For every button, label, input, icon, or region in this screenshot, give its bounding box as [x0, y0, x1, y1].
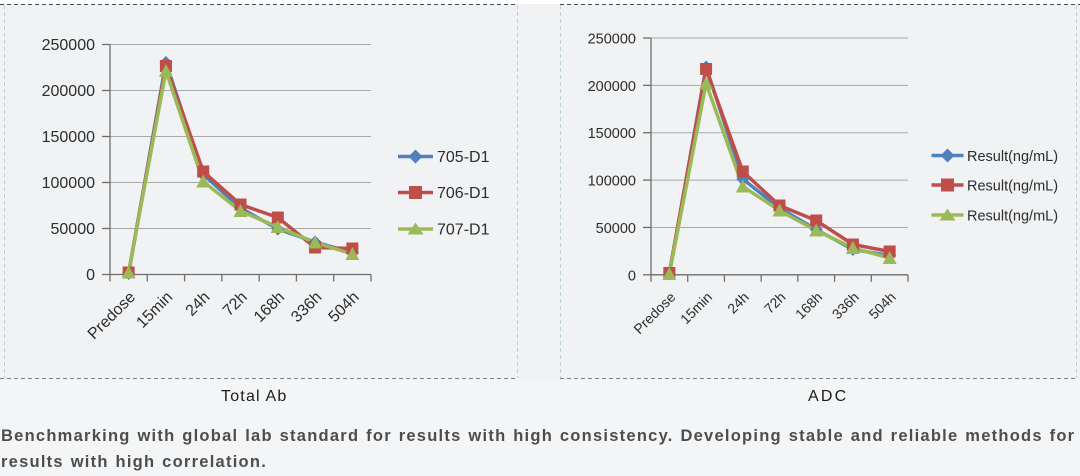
svg-text:705-D1: 705-D1	[437, 149, 490, 166]
svg-text:15min: 15min	[677, 289, 715, 327]
svg-text:100000: 100000	[42, 175, 95, 192]
svg-text:15min: 15min	[133, 289, 176, 332]
svg-text:24h: 24h	[724, 289, 752, 317]
svg-text:Predose: Predose	[85, 289, 139, 343]
svg-text:72h: 72h	[761, 289, 789, 317]
svg-text:Result(ng/mL): Result(ng/mL)	[967, 149, 1058, 165]
svg-text:50000: 50000	[51, 221, 96, 238]
svg-text:250000: 250000	[588, 32, 636, 48]
svg-text:0: 0	[86, 267, 95, 284]
svg-text:Result(ng/mL): Result(ng/mL)	[967, 209, 1058, 225]
svg-text:168h: 168h	[792, 289, 825, 322]
svg-text:72h: 72h	[220, 289, 251, 320]
svg-text:504h: 504h	[865, 289, 898, 322]
svg-text:150000: 150000	[588, 126, 636, 142]
svg-text:100000: 100000	[588, 174, 636, 190]
svg-text:0: 0	[628, 268, 636, 284]
svg-text:336h: 336h	[829, 289, 862, 322]
svg-text:707-D1: 707-D1	[437, 222, 490, 239]
svg-text:250000: 250000	[42, 37, 95, 54]
svg-text:50000: 50000	[596, 221, 636, 237]
svg-text:Result(ng/mL): Result(ng/mL)	[967, 179, 1058, 195]
svg-text:200000: 200000	[588, 79, 636, 95]
svg-text:168h: 168h	[251, 289, 288, 326]
svg-text:706-D1: 706-D1	[437, 185, 490, 202]
svg-text:504h: 504h	[325, 289, 362, 326]
svg-text:336h: 336h	[288, 289, 325, 326]
svg-text:Predose: Predose	[630, 289, 678, 337]
svg-text:24h: 24h	[183, 289, 214, 320]
svg-text:200000: 200000	[42, 83, 95, 100]
svg-text:150000: 150000	[42, 129, 95, 146]
